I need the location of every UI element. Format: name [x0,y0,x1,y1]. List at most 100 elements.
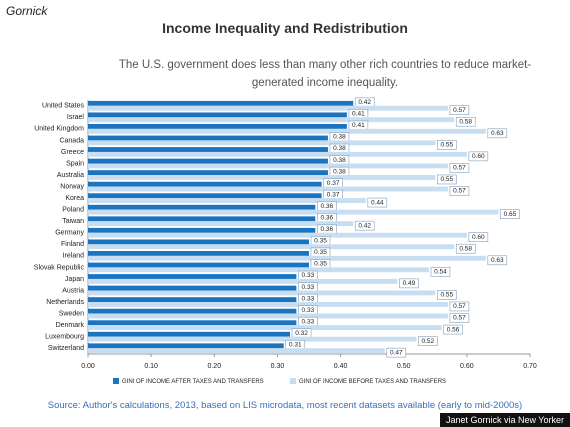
y-tick-label: United States [42,103,85,110]
legend-swatch [113,378,119,384]
bar [88,239,309,245]
y-tick-label: Norway [60,183,84,190]
bar [88,320,297,326]
value-label: 0.58 [459,118,472,125]
value-label: 0.38 [333,168,346,175]
value-label-box [386,347,407,358]
value-label: 0.38 [333,145,346,152]
bar [88,140,436,146]
bar [88,105,448,111]
bar [88,331,291,337]
value-label: 0.63 [491,257,504,264]
y-tick-label: Sweden [59,310,84,317]
bar [88,158,328,164]
bar [88,302,448,307]
credit: Janet Gornick via New Yorker [439,413,570,427]
value-label: 0.42 [358,222,371,229]
bar [88,285,297,291]
bar [88,336,417,342]
y-tick-label: Netherlands [46,299,84,306]
value-label-box [449,186,470,196]
value-label: 0.36 [320,226,333,233]
value-label: 0.55 [440,176,453,183]
value-label-box [487,255,508,266]
value-label-box [436,174,457,185]
y-tick-label: Poland [62,207,84,214]
value-label-box [399,278,419,289]
bar [88,313,448,319]
x-tick-label: 0.60 [460,363,474,370]
value-label: 0.38 [333,134,346,141]
bar [88,221,354,227]
bar [88,181,322,187]
value-label: 0.41 [352,122,365,129]
value-label: 0.60 [472,234,485,241]
value-label: 0.36 [320,203,333,210]
value-label: 0.65 [504,211,517,218]
y-tick-label: Germany [55,230,84,237]
value-label-box [449,313,470,323]
bar [88,216,316,222]
value-label: 0.31 [289,342,302,349]
value-label: 0.32 [295,330,308,337]
value-label-box [436,290,457,300]
bar [88,262,309,268]
y-tick-label: Canada [59,137,84,144]
bar [88,175,436,180]
y-tick-label: Denmark [56,322,85,329]
bar [88,147,328,152]
bar [88,278,398,284]
y-tick-label: Switzerland [48,345,84,352]
y-tick-label: Austria [62,287,84,294]
value-label-box [487,128,508,139]
value-label-box [430,267,451,277]
value-label: 0.35 [314,261,327,268]
value-label-box [449,301,470,312]
value-label-box [449,105,470,115]
x-tick-label: 0.20 [207,363,221,370]
value-label: 0.35 [314,249,327,256]
value-label: 0.54 [434,269,447,276]
bar [88,274,297,279]
bar [88,255,486,261]
value-label: 0.58 [459,245,472,252]
y-tick-label: Taiwan [62,218,84,225]
y-tick-label: Slovak Republic [34,264,85,271]
value-label-box [455,116,476,127]
y-tick-label: Luxembourg [45,334,84,341]
value-label: 0.44 [371,199,384,206]
value-label: 0.55 [440,292,453,299]
y-tick-label: Finland [61,241,84,248]
legend-label: GINI OF INCOME AFTER TAXES AND TRANSFERS [122,379,264,385]
bar [88,348,385,354]
bar [88,100,354,106]
bar [88,308,297,314]
value-label: 0.57 [453,165,466,172]
value-label-box [468,151,489,162]
value-label: 0.41 [352,111,365,118]
value-label: 0.52 [422,338,435,345]
y-tick-label: Japan [65,276,84,283]
value-label-box [354,220,375,231]
value-label-box [367,197,388,208]
value-label: 0.63 [491,130,504,137]
value-label: 0.57 [453,188,466,195]
bar [88,297,297,303]
bar [88,193,322,199]
value-label-box [500,209,520,219]
value-label: 0.33 [302,318,315,325]
value-label: 0.55 [440,142,453,149]
y-tick-label: United Kingdom [34,126,84,133]
x-tick-label: 0.40 [334,363,348,370]
value-label: 0.57 [453,303,466,310]
value-label: 0.38 [333,157,346,164]
bar [88,124,347,129]
chart: 0.00 0.10 0.20 0.30 0.40 0.50 0.60 0.70 United S… [34,97,537,385]
x-tick-label: 0.70 [523,363,537,370]
value-label: 0.35 [314,238,327,245]
chart-title: Income Inequality and Redistribution [162,20,408,36]
bar [88,170,328,176]
value-label: 0.42 [358,99,371,106]
y-tick-label: Korea [65,195,84,202]
